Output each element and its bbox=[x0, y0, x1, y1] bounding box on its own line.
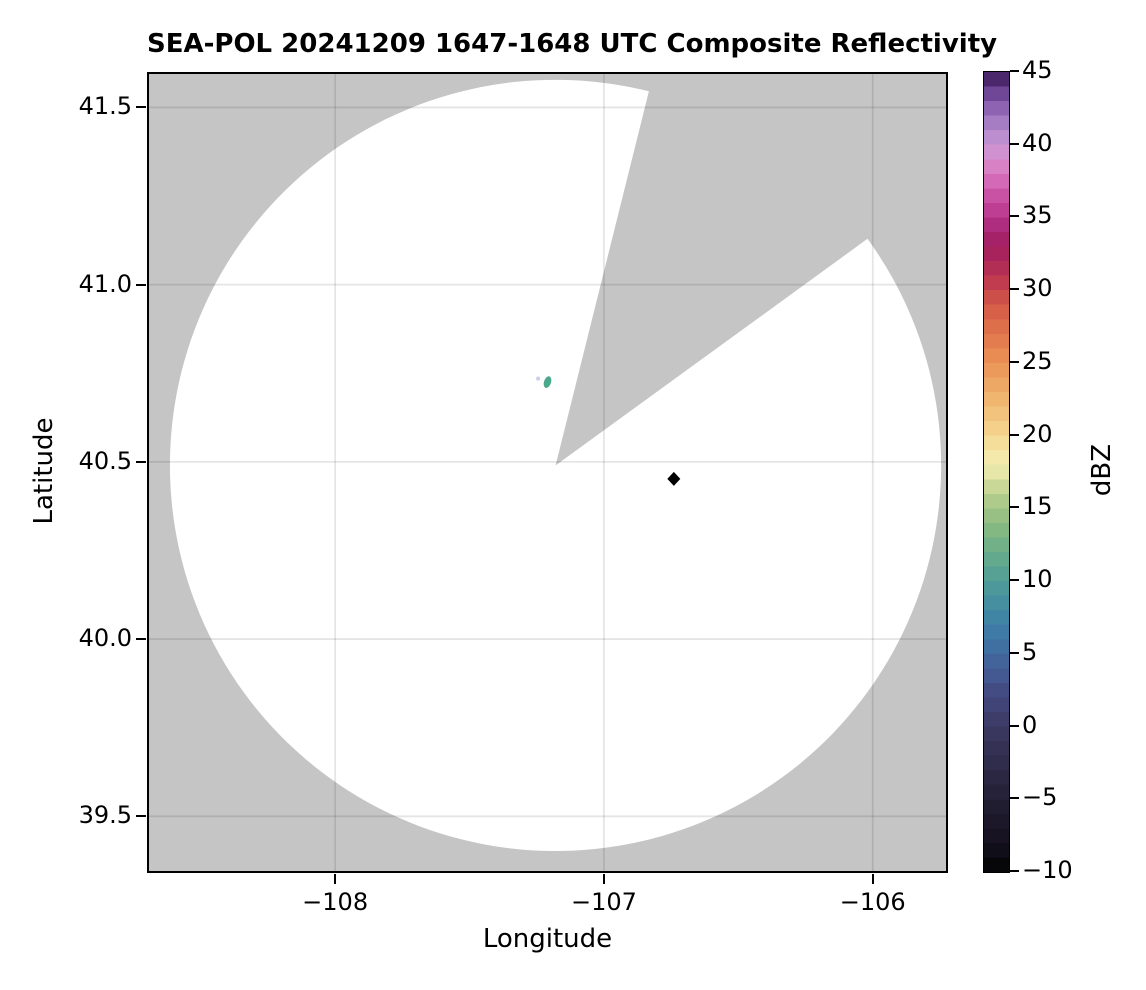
x-axis-tick-label: −108 bbox=[302, 888, 369, 916]
radar-map-canvas bbox=[147, 72, 948, 873]
reflectivity-echo bbox=[536, 376, 541, 381]
y-axis-tick bbox=[136, 106, 146, 109]
y-axis-tick-label: 40.0 bbox=[78, 624, 132, 653]
colorbar-tick bbox=[1010, 797, 1019, 800]
colorbar-tick bbox=[1010, 506, 1019, 509]
colorbar-tick-label: 45 bbox=[1022, 56, 1053, 84]
colorbar-tick bbox=[1010, 70, 1019, 72]
colorbar-tick-label: −5 bbox=[1022, 783, 1058, 812]
y-axis-tick-label: 40.5 bbox=[78, 446, 132, 475]
x-axis-label: Longitude bbox=[482, 924, 613, 954]
colorbar-tick bbox=[1010, 288, 1019, 291]
x-axis-tick-label: −106 bbox=[839, 888, 906, 916]
colorbar-tick-label: 40 bbox=[1022, 128, 1053, 157]
colorbar-tick bbox=[1010, 433, 1019, 436]
colorbar-tick-label: 20 bbox=[1022, 419, 1053, 448]
y-axis-tick bbox=[136, 283, 146, 286]
colorbar-gradient bbox=[983, 71, 1010, 873]
y-axis-tick-label: 41.0 bbox=[78, 269, 132, 298]
colorbar-tick bbox=[1010, 142, 1019, 145]
colorbar-tick bbox=[1010, 579, 1019, 582]
y-axis-tick bbox=[136, 460, 146, 463]
site-marker-diamond bbox=[667, 471, 681, 486]
colorbar-tick bbox=[1010, 870, 1019, 872]
chart-title: SEA-POL 20241209 1647-1648 UTC Composite… bbox=[147, 29, 998, 59]
x-axis-tick bbox=[602, 874, 605, 884]
colorbar-tick-label: 30 bbox=[1022, 274, 1053, 303]
colorbar-tick-label: 0 bbox=[1022, 710, 1038, 739]
radar-coverage-area bbox=[169, 79, 942, 852]
colorbar-tick-label: 25 bbox=[1022, 346, 1053, 375]
x-axis-tick bbox=[871, 874, 874, 884]
colorbar-tick-label: 5 bbox=[1022, 637, 1038, 666]
y-axis-tick-label: 41.5 bbox=[78, 92, 132, 121]
colorbar-label: dBZ bbox=[1087, 443, 1117, 497]
y-axis-tick bbox=[136, 638, 146, 641]
colorbar-tick-label: 10 bbox=[1022, 565, 1053, 594]
colorbar-tick bbox=[1010, 215, 1019, 218]
x-axis-tick bbox=[334, 874, 337, 884]
colorbar-tick-label: 15 bbox=[1022, 492, 1053, 521]
colorbar-tick bbox=[1010, 724, 1019, 727]
reflectivity-echo bbox=[543, 376, 552, 388]
y-axis-tick bbox=[136, 815, 146, 818]
y-axis-tick-label: 39.5 bbox=[78, 801, 132, 830]
colorbar-tick bbox=[1010, 651, 1019, 654]
colorbar-tick-label: 35 bbox=[1022, 201, 1053, 230]
colorbar-tick bbox=[1010, 360, 1019, 363]
colorbar-tick-label: −10 bbox=[1022, 856, 1073, 884]
x-axis-tick-label: −107 bbox=[570, 888, 637, 916]
plot-border bbox=[147, 72, 948, 873]
